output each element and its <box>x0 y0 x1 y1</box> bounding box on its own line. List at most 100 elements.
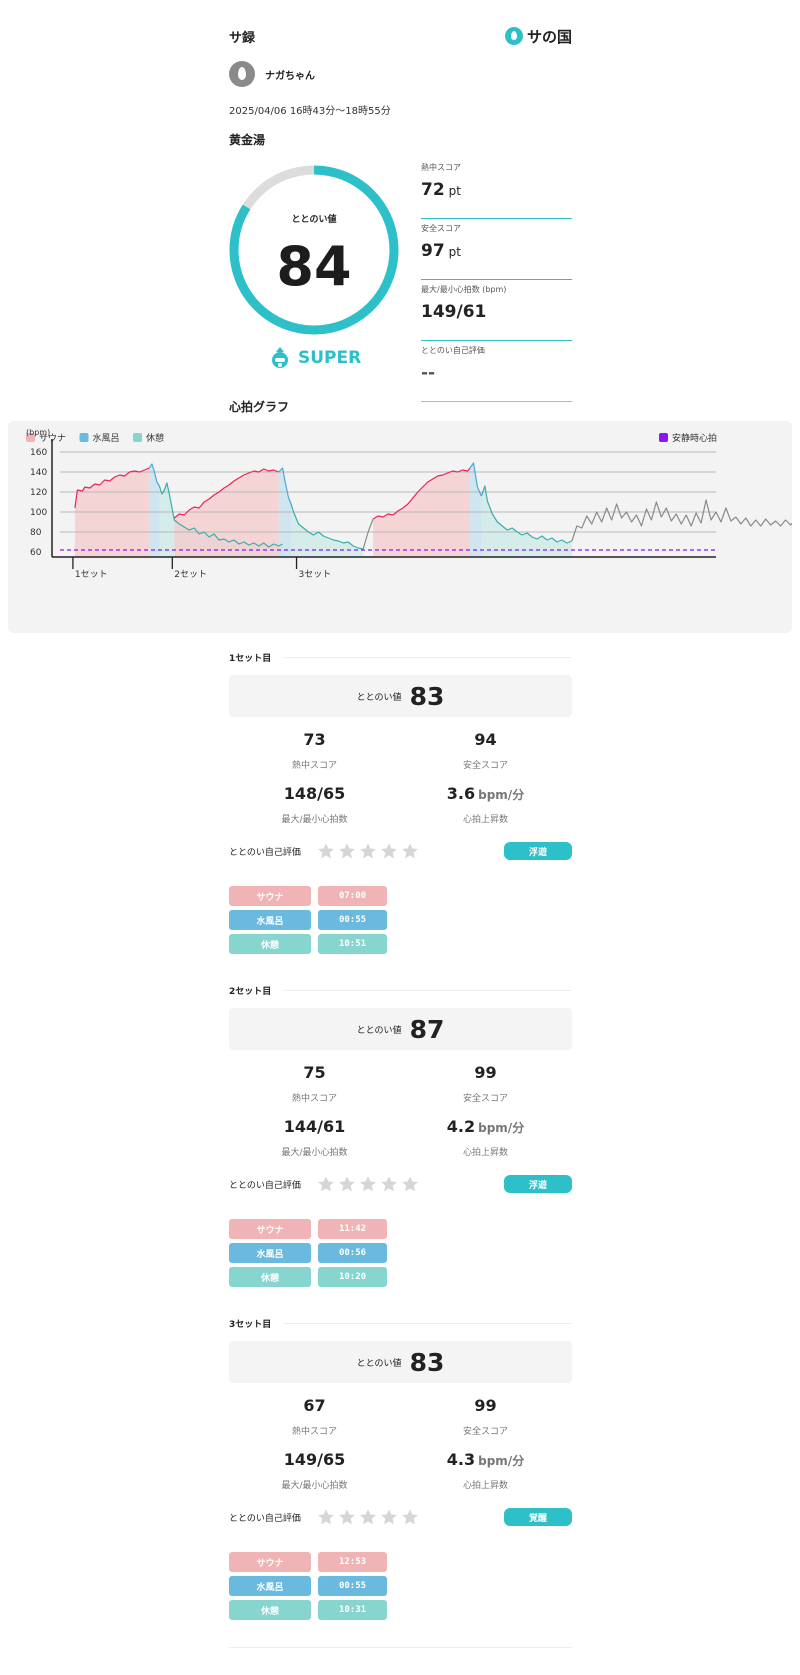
set-metric-hr: 148/65 最大/最小心拍数 <box>229 784 400 825</box>
phase-name: サウナ <box>229 1552 311 1572</box>
phase-name: サウナ <box>229 1219 311 1239</box>
divider <box>283 656 572 658</box>
metric-number: 149/65 <box>283 1450 346 1469</box>
star-icon[interactable] <box>338 1175 356 1193</box>
metric-number: 94 <box>474 730 497 749</box>
score-value: 149/61 <box>421 302 572 322</box>
metric-value: 94 <box>400 730 571 749</box>
set-metric-rise: 4.2 bpm/分 心拍上昇数 <box>400 1117 571 1158</box>
metric-unit: bpm/分 <box>478 1454 525 1468</box>
legend-label: 安静時心拍 <box>672 432 717 444</box>
hr-series-sauna <box>173 468 279 519</box>
totonoi-gauge <box>229 165 399 335</box>
hr-series-rest <box>290 503 364 550</box>
metric-label: 最大/最小心拍数 <box>281 815 348 825</box>
legend-swatch <box>133 433 142 442</box>
star-icon[interactable] <box>317 842 335 860</box>
hr-series-sauna <box>372 467 471 520</box>
star-icon[interactable] <box>317 1175 335 1193</box>
heart-rate-chart: サウナ 水風呂 休憩 安静時心拍 (bpm) 60 80 100 120 140 160 1セット… <box>8 421 792 633</box>
divider <box>421 218 572 219</box>
score-heart-rate: 最大/最小心拍数 (bpm) 149/61 <box>421 284 572 343</box>
metric-number: 3.6 <box>446 784 476 803</box>
set-marker-label: 1セット <box>75 569 108 580</box>
star-rating[interactable] <box>317 842 419 860</box>
metric-label: 安全スコア <box>462 1427 508 1437</box>
metric-label: 最大/最小心拍数 <box>281 1481 348 1491</box>
star-icon[interactable] <box>401 842 419 860</box>
metric-value: 149/65 <box>229 1450 400 1469</box>
state-badge: 浮遊 <box>504 1175 572 1193</box>
phase-time: 00:55 <box>318 910 387 930</box>
state-badge: 覚醒 <box>504 1508 572 1526</box>
star-icon[interactable] <box>317 1508 335 1526</box>
phase-row: サウナ 12:53 <box>229 1552 387 1572</box>
phase-time: 07:00 <box>318 886 387 906</box>
metric-label: 熱中スコア <box>291 1094 337 1104</box>
phase-area <box>291 504 364 557</box>
metric-value: 4.3 bpm/分 <box>400 1450 571 1469</box>
facility-name[interactable]: 黄金湯 <box>229 133 266 147</box>
username: ナガちゃん <box>265 70 315 82</box>
set-totonoi-box: ととのい値 83 <box>229 1341 572 1383</box>
star-icon[interactable] <box>380 1508 398 1526</box>
set-metric-heat: 73 熱中スコア <box>229 730 400 771</box>
star-icon[interactable] <box>380 1175 398 1193</box>
star-icon[interactable] <box>338 842 356 860</box>
metric-number: 144/61 <box>283 1117 346 1136</box>
metric-label: 熱中スコア <box>291 1427 337 1437</box>
metric-label: 最大/最小心拍数 <box>281 1148 348 1158</box>
set-totonoi-value: 87 <box>409 1014 445 1044</box>
gauge-arc <box>229 165 399 335</box>
score-value: -- <box>421 363 572 383</box>
phase-row: 水風呂 00:55 <box>229 910 387 930</box>
legend-swatch <box>79 433 89 442</box>
star-icon[interactable] <box>359 842 377 860</box>
y-tick-label: 160 <box>30 448 47 458</box>
user-row[interactable]: ナガちゃん <box>229 60 572 88</box>
star-icon[interactable] <box>401 1175 419 1193</box>
divider <box>421 279 572 280</box>
divider <box>421 401 572 402</box>
star-icon[interactable] <box>338 1508 356 1526</box>
star-icon[interactable] <box>359 1508 377 1526</box>
phase-area <box>470 463 482 557</box>
hr-series-water <box>148 463 160 487</box>
star-icon[interactable] <box>380 842 398 860</box>
metric-label: 心拍上昇数 <box>462 1481 508 1491</box>
hr-series-rest <box>158 482 283 548</box>
set-metric-safety: 99 安全スコア <box>400 1396 571 1437</box>
metric-value: 67 <box>229 1396 400 1415</box>
divider <box>283 1322 572 1324</box>
session-datetime: 2025/04/06 16時43分〜18時55分 <box>229 106 391 117</box>
score-self-eval[interactable]: ととのい自己評価 -- <box>421 345 572 404</box>
set-title-row: 1セット目 <box>229 650 572 664</box>
y-tick-label: 140 <box>30 468 47 478</box>
star-rating[interactable] <box>317 1508 419 1526</box>
hr-series-other <box>362 518 374 550</box>
metric-label: 熱中スコア <box>291 761 337 771</box>
star-rating[interactable] <box>317 1175 419 1193</box>
set-metric-heat: 67 熱中スコア <box>229 1396 400 1437</box>
hr-series-sauna <box>74 467 150 509</box>
phase-name: 休憩 <box>229 934 311 954</box>
star-icon[interactable] <box>359 1175 377 1193</box>
phase-area <box>149 464 160 557</box>
metric-unit: bpm/分 <box>478 788 525 802</box>
set-totonoi-box: ととのい値 87 <box>229 1008 572 1050</box>
star-icon[interactable] <box>401 1508 419 1526</box>
set-marker-label: 3セット <box>299 569 332 580</box>
phase-row: 休憩 10:51 <box>229 934 387 954</box>
score-label: 安全スコア <box>421 224 461 233</box>
set-totonoi-label: ととのい値 <box>356 1358 402 1369</box>
metric-number: 148/65 <box>283 784 346 803</box>
legend-label: サウナ <box>39 433 66 444</box>
hr-series-water <box>469 462 482 497</box>
score-number: -- <box>421 363 436 383</box>
phase-time: 10:51 <box>318 934 387 954</box>
self-eval-label: ととのい自己評価 <box>229 1180 301 1191</box>
metric-label: 心拍上昇数 <box>462 1148 508 1158</box>
metric-value: 99 <box>400 1396 571 1415</box>
brand-logo[interactable]: サの国 <box>504 26 572 47</box>
phase-time: 00:55 <box>318 1576 387 1596</box>
